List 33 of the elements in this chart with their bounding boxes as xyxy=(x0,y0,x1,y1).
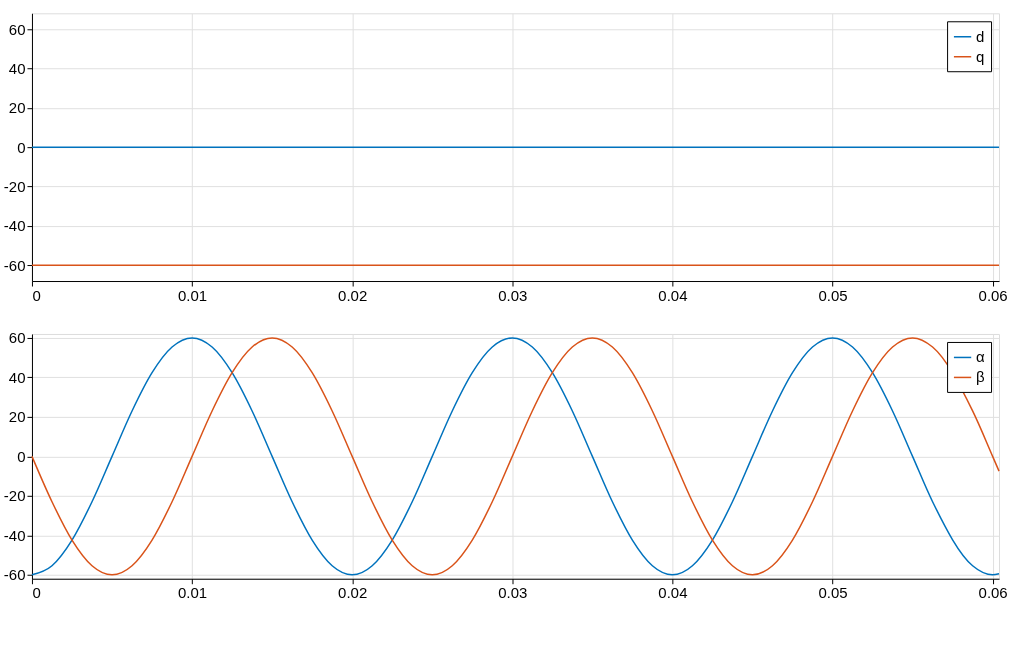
x-tick-label: 0.02 xyxy=(338,584,368,602)
x-tick-label: 0.01 xyxy=(178,286,208,304)
x-tick-label: 0 xyxy=(32,286,41,304)
y-tick-label: 60 xyxy=(8,20,26,38)
legend-label: d xyxy=(976,27,985,45)
x-tick-label: 0 xyxy=(32,584,41,602)
y-tick-label: 0 xyxy=(17,138,26,156)
legend-label: q xyxy=(976,47,985,65)
legend-label: β xyxy=(976,368,986,386)
line-series xyxy=(31,337,1000,576)
y-tick-label: -60 xyxy=(3,256,26,274)
y-tick-label: 40 xyxy=(8,368,26,386)
x-tick-label: 0.01 xyxy=(178,584,208,602)
y-tick-label: -20 xyxy=(3,178,26,196)
y-tick-label: -40 xyxy=(3,526,26,544)
y-tick-label: 20 xyxy=(8,99,26,117)
x-tick-label: 0.03 xyxy=(498,286,528,304)
x-tick-label: 0.06 xyxy=(978,584,1008,602)
x-tick-label: 0.02 xyxy=(338,286,368,304)
x-tick-label: 0.03 xyxy=(498,584,528,602)
y-tick-label: 60 xyxy=(8,329,26,347)
x-tick-label: 0.05 xyxy=(818,584,848,602)
y-tick-label: 0 xyxy=(17,447,26,465)
x-tick-label: 0.06 xyxy=(978,286,1008,304)
y-tick-label: -60 xyxy=(3,566,26,584)
x-tick-label: 0.05 xyxy=(818,286,848,304)
y-tick-label: 20 xyxy=(8,408,26,426)
y-tick-label: 40 xyxy=(8,59,26,77)
y-tick-label: -20 xyxy=(3,487,26,505)
x-tick-label: 0.04 xyxy=(658,286,688,304)
y-tick-label: -40 xyxy=(3,217,26,235)
x-tick-label: 0.04 xyxy=(658,584,688,602)
legend-label: α xyxy=(976,348,986,366)
